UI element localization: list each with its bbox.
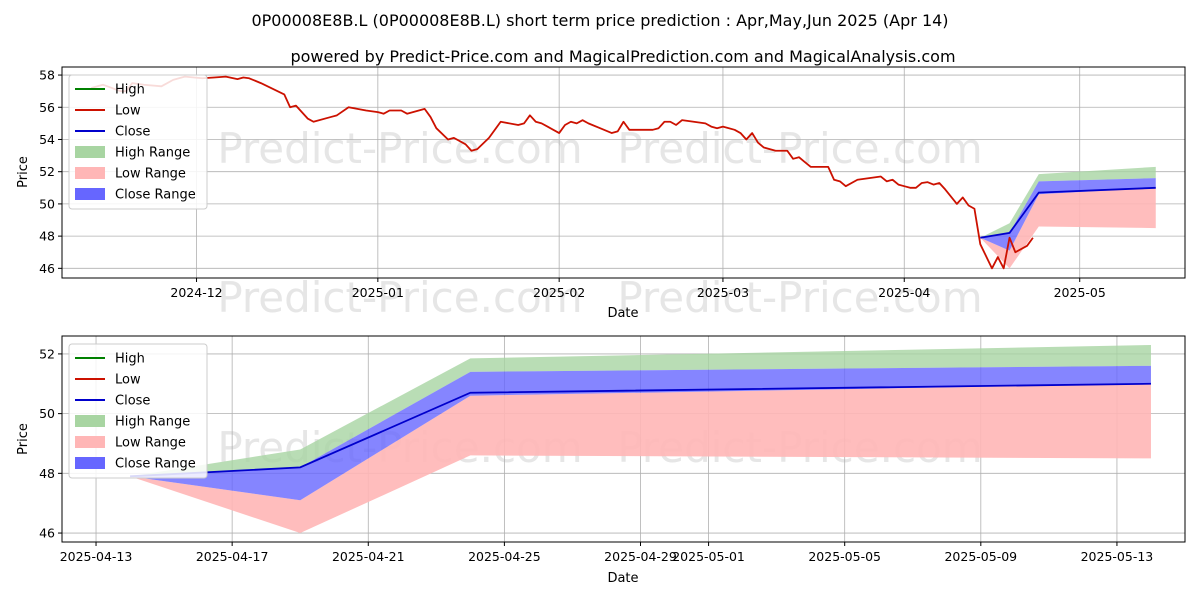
high-range-band [130, 344, 1151, 477]
x-tick-label: 2025-04-25 [468, 549, 541, 564]
axis-ticks: 46 48 50 52 54 56 58 2024-12 2025-01 2025-02 2025-… [39, 68, 1106, 300]
x-tick-label: 2025-04-13 [60, 549, 133, 564]
legend-swatch [75, 146, 105, 158]
plot-area [91, 75, 1156, 270]
axis-ticks: 46 48 50 52 2025-04-13 2025-04-17 2025-04-21 20… [39, 346, 1153, 564]
y-tick-label: 58 [39, 68, 55, 83]
legend-swatch [75, 457, 105, 469]
watermark: Predict-Price.com [217, 124, 582, 173]
low-range-band [130, 383, 1151, 534]
y-tick-label: 50 [39, 406, 55, 421]
legend-swatch [75, 167, 105, 179]
legend-label: Close Range [115, 457, 196, 472]
y-axis-label: Price [16, 423, 31, 455]
x-tick-label: 2025-05 [1054, 285, 1106, 300]
x-tick-label: 2024-12 [170, 285, 222, 300]
legend-swatch [75, 436, 105, 448]
y-tick-label: 52 [39, 164, 55, 179]
figure-title: 0P00008E8B.L (0P00008E8B.L) short term p… [251, 11, 948, 30]
grid [62, 67, 1185, 278]
legend-swatch [75, 188, 105, 200]
legend: High Low Close High Range Low Range Close Ran… [68, 74, 208, 210]
figure-subtitle: powered by Predict-Price.com and Magical… [290, 47, 955, 66]
legend-label: Close [115, 394, 150, 409]
x-tick-label: 2025-05-01 [672, 549, 745, 564]
axes-frame [61, 335, 1186, 543]
y-tick-label: 48 [39, 229, 55, 244]
close-range-band [130, 365, 1151, 501]
x-tick-label: 2025-02 [533, 285, 585, 300]
low-range-band [980, 187, 1156, 269]
close-forecast-line [130, 382, 1151, 478]
low-price-line [91, 75, 1034, 270]
high-range-band [980, 166, 1156, 238]
y-axis-label: Price [16, 156, 31, 188]
legend-label: High Range [115, 415, 190, 430]
legend-label: Close [115, 125, 150, 140]
watermark: Predict-Price.com [217, 273, 582, 322]
overview-chart: Predict-Price.com Predict-Price.com Pred… [16, 66, 1186, 322]
x-tick-label: 2025-04-17 [196, 549, 269, 564]
x-axis-label: Date [607, 306, 638, 321]
forecast-zoom-chart: Predict-Price.com Predict-Price.com 4648… [16, 335, 1186, 586]
close-range-band [980, 178, 1156, 251]
plot-area [130, 344, 1151, 534]
legend-label: High Range [115, 146, 190, 161]
x-tick-label: 2025-04-29 [604, 549, 677, 564]
y-tick-label: 50 [39, 196, 55, 211]
y-tick-label: 46 [39, 526, 55, 541]
legend: High Low Close High Range Low Range Close Ran… [68, 343, 208, 479]
legend-label: High [115, 352, 145, 367]
x-tick-label: 2025-04-21 [332, 549, 405, 564]
x-tick-label: 2025-01 [352, 285, 404, 300]
x-tick-label: 2025-05-09 [944, 549, 1017, 564]
legend-label: Low [115, 104, 141, 119]
x-tick-label: 2025-04 [878, 285, 930, 300]
axes-frame [61, 66, 1186, 279]
x-tick-label: 2025-05-05 [808, 549, 881, 564]
y-tick-label: 48 [39, 466, 55, 481]
y-tick-label: 46 [39, 261, 55, 276]
watermark: Predict-Price.com [617, 124, 982, 173]
y-tick-label: 52 [39, 346, 55, 361]
legend-label: Low [115, 373, 141, 388]
x-tick-label: 2025-03 [697, 285, 749, 300]
close-forecast-line [980, 186, 1156, 239]
x-axis-label: Date [607, 571, 638, 586]
y-tick-label: 54 [39, 132, 55, 147]
legend-label: Low Range [115, 436, 186, 451]
legend-label: High [115, 83, 145, 98]
y-tick-label: 56 [39, 100, 55, 115]
legend-swatch [75, 415, 105, 427]
legend-label: Close Range [115, 188, 196, 203]
watermark: Predict-Price.com [617, 273, 982, 322]
legend-label: Low Range [115, 167, 186, 182]
x-tick-label: 2025-05-13 [1081, 549, 1154, 564]
